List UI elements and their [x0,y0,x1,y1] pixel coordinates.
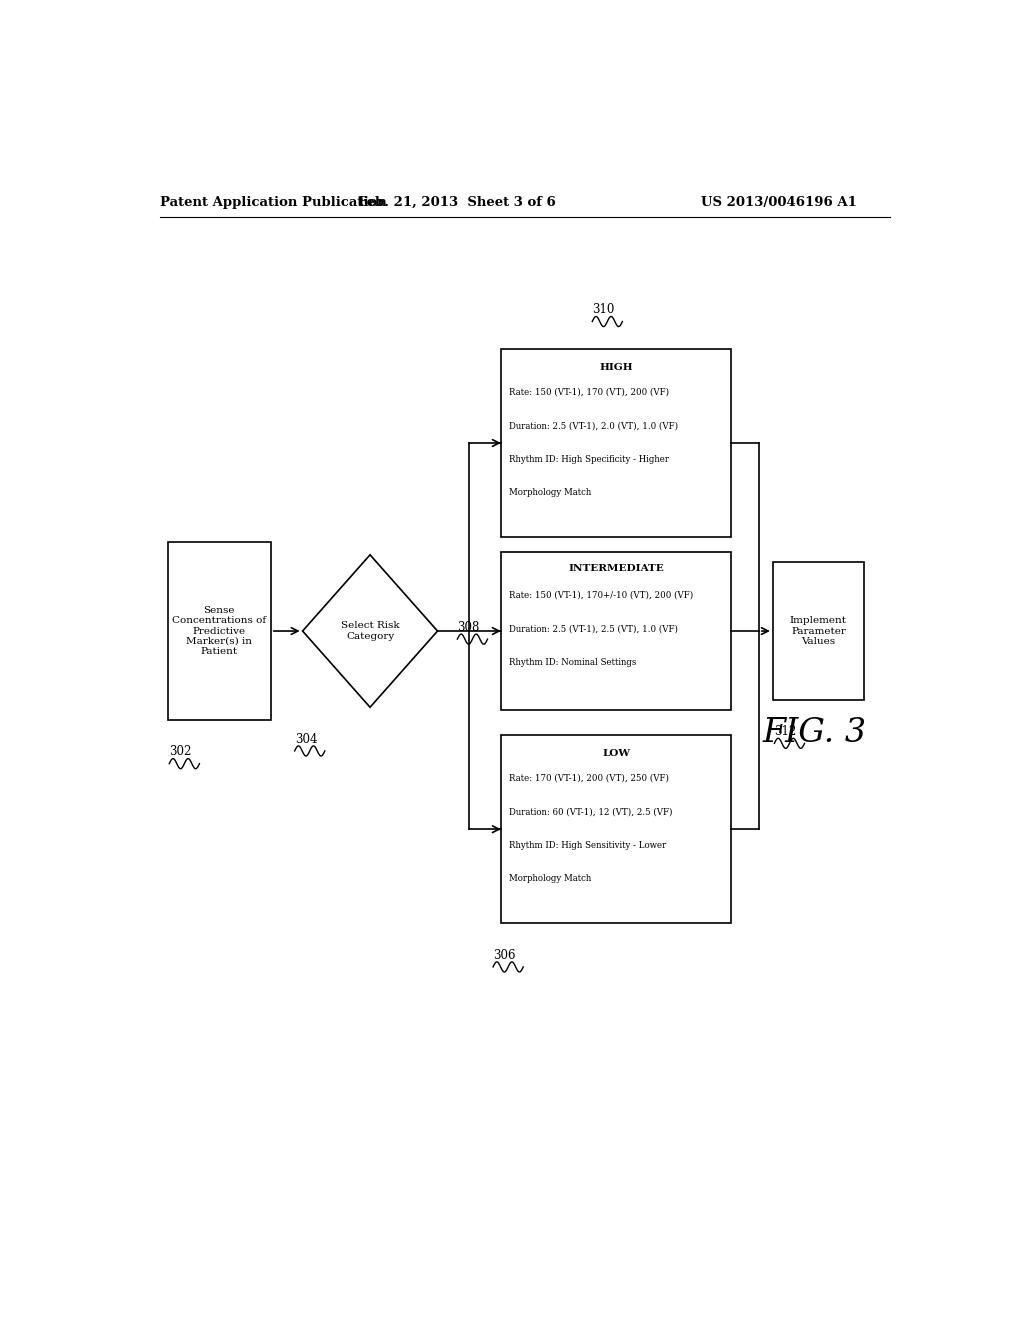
Bar [773,562,864,700]
Text: INTERMEDIATE: INTERMEDIATE [568,565,664,573]
Text: Duration: 2.5 (VT-1), 2.5 (VT), 1.0 (VF): Duration: 2.5 (VT-1), 2.5 (VT), 1.0 (VF) [509,624,678,634]
Text: Morphology Match: Morphology Match [509,488,591,498]
Text: Duration: 60 (VT-1), 12 (VT), 2.5 (VF): Duration: 60 (VT-1), 12 (VT), 2.5 (VF) [509,808,673,816]
Text: Rhythm ID: Nominal Settings: Rhythm ID: Nominal Settings [509,657,636,667]
Text: FIG. 3: FIG. 3 [763,717,866,748]
Text: Duration: 2.5 (VT-1), 2.0 (VT), 1.0 (VF): Duration: 2.5 (VT-1), 2.0 (VT), 1.0 (VF) [509,421,678,430]
Text: Patent Application Publication: Patent Application Publication [160,195,386,209]
Text: Rate: 150 (VT-1), 170+/-10 (VT), 200 (VF): Rate: 150 (VT-1), 170+/-10 (VT), 200 (VF… [509,591,693,599]
Text: 310: 310 [592,304,614,317]
Text: Rhythm ID: High Specificity - Higher: Rhythm ID: High Specificity - Higher [509,454,669,463]
Bar [168,543,270,719]
Text: 308: 308 [458,620,479,634]
Text: Rhythm ID: High Sensitivity - Lower: Rhythm ID: High Sensitivity - Lower [509,841,667,850]
Text: Rate: 150 (VT-1), 170 (VT), 200 (VF): Rate: 150 (VT-1), 170 (VT), 200 (VF) [509,388,669,396]
Text: 302: 302 [169,746,191,759]
Text: US 2013/0046196 A1: US 2013/0046196 A1 [700,195,857,209]
Text: Rate: 170 (VT-1), 200 (VT), 250 (VF): Rate: 170 (VT-1), 200 (VT), 250 (VF) [509,774,669,783]
Bar [501,552,731,710]
Polygon shape [303,554,437,708]
Text: Feb. 21, 2013  Sheet 3 of 6: Feb. 21, 2013 Sheet 3 of 6 [358,195,556,209]
Text: LOW: LOW [602,750,630,759]
Bar [501,735,731,923]
Bar [501,348,731,537]
Text: HIGH: HIGH [599,363,633,372]
Text: Implement
Parameter
Values: Implement Parameter Values [790,616,847,645]
Text: Morphology Match: Morphology Match [509,874,591,883]
Text: 306: 306 [494,949,515,962]
Text: Sense
Concentrations of
Predictive
Marker(s) in
Patient: Sense Concentrations of Predictive Marke… [172,606,266,656]
Text: Select Risk
Category: Select Risk Category [341,622,399,640]
Text: 304: 304 [295,733,317,746]
Text: 312: 312 [774,725,797,738]
